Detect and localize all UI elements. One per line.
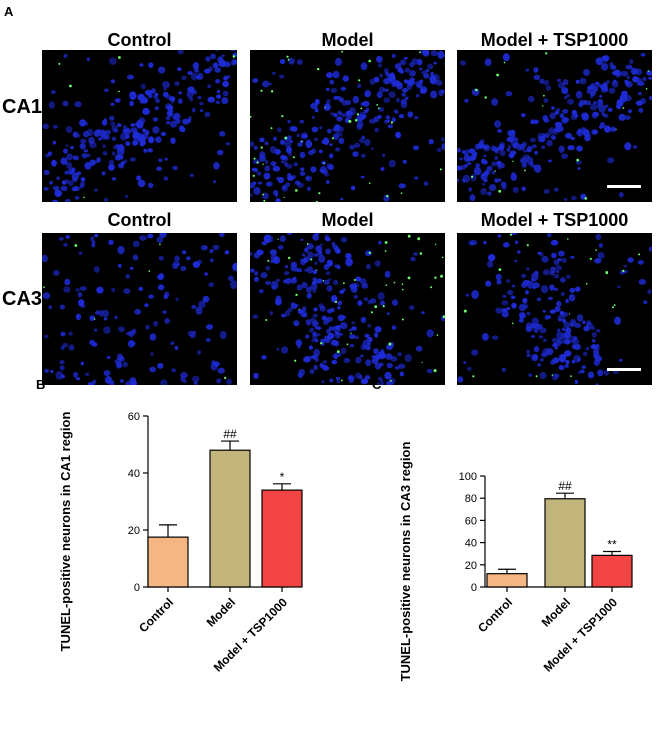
bar: [147, 536, 189, 588]
bar: [544, 498, 586, 588]
col-title-model-2: Model: [321, 210, 374, 230]
micrograph-ca3-model-tsp1000: [457, 233, 652, 385]
significance-marker: ##: [558, 479, 572, 493]
y-tick-label: 60: [128, 411, 140, 423]
row-label-ca3: CA3: [2, 288, 43, 310]
y-tick-label: 40: [465, 538, 477, 550]
y-axis-label: TUNEL-positive neurons in CA1 region: [58, 412, 73, 652]
panel-label-b: B: [36, 377, 46, 392]
col-title-model: Model: [321, 30, 374, 50]
micrograph-ca3-control: [42, 233, 237, 385]
col-title-model-tsp1000: Model + TSP1000: [480, 30, 629, 50]
bar-chart-ca1: 0 20 40 60 TUNEL-positive neurons in CA1 reg…: [58, 411, 303, 675]
panel-label-a: A: [4, 4, 14, 19]
y-axis-label: TUNEL-positive neurons in CA3 region: [398, 442, 413, 682]
bar: [261, 489, 303, 588]
y-tick-label: 0: [471, 582, 477, 594]
significance-marker: *: [280, 470, 285, 484]
micrograph-ca1-model-tsp1000: [457, 50, 652, 202]
significance-marker: **: [607, 537, 617, 551]
row-label-ca1: CA1: [2, 96, 43, 118]
micrograph-ca1-control: [42, 50, 237, 202]
y-tick-label: 100: [459, 471, 477, 483]
y-tick-label: 20: [465, 560, 477, 572]
micrograph-ca1-model: [250, 50, 445, 202]
y-tick-label: 80: [465, 493, 477, 505]
y-tick-label: 40: [128, 468, 140, 480]
bar: [591, 554, 633, 588]
bar: [486, 573, 528, 588]
significance-marker: ##: [223, 427, 237, 441]
y-tick-label: 20: [128, 525, 140, 537]
col-title-control-2: Control: [107, 210, 172, 230]
category-label: Model: [539, 595, 573, 629]
panel-label-c: C: [372, 377, 382, 392]
y-tick-label: 0: [134, 582, 140, 594]
col-title-control: Control: [107, 30, 172, 50]
y-tick-label: 60: [465, 515, 477, 527]
micrograph-ca3-model: [250, 233, 445, 385]
col-title-model-tsp1000-2: Model + TSP1000: [480, 210, 629, 230]
bar: [209, 449, 251, 588]
category-label: Control: [475, 595, 515, 635]
